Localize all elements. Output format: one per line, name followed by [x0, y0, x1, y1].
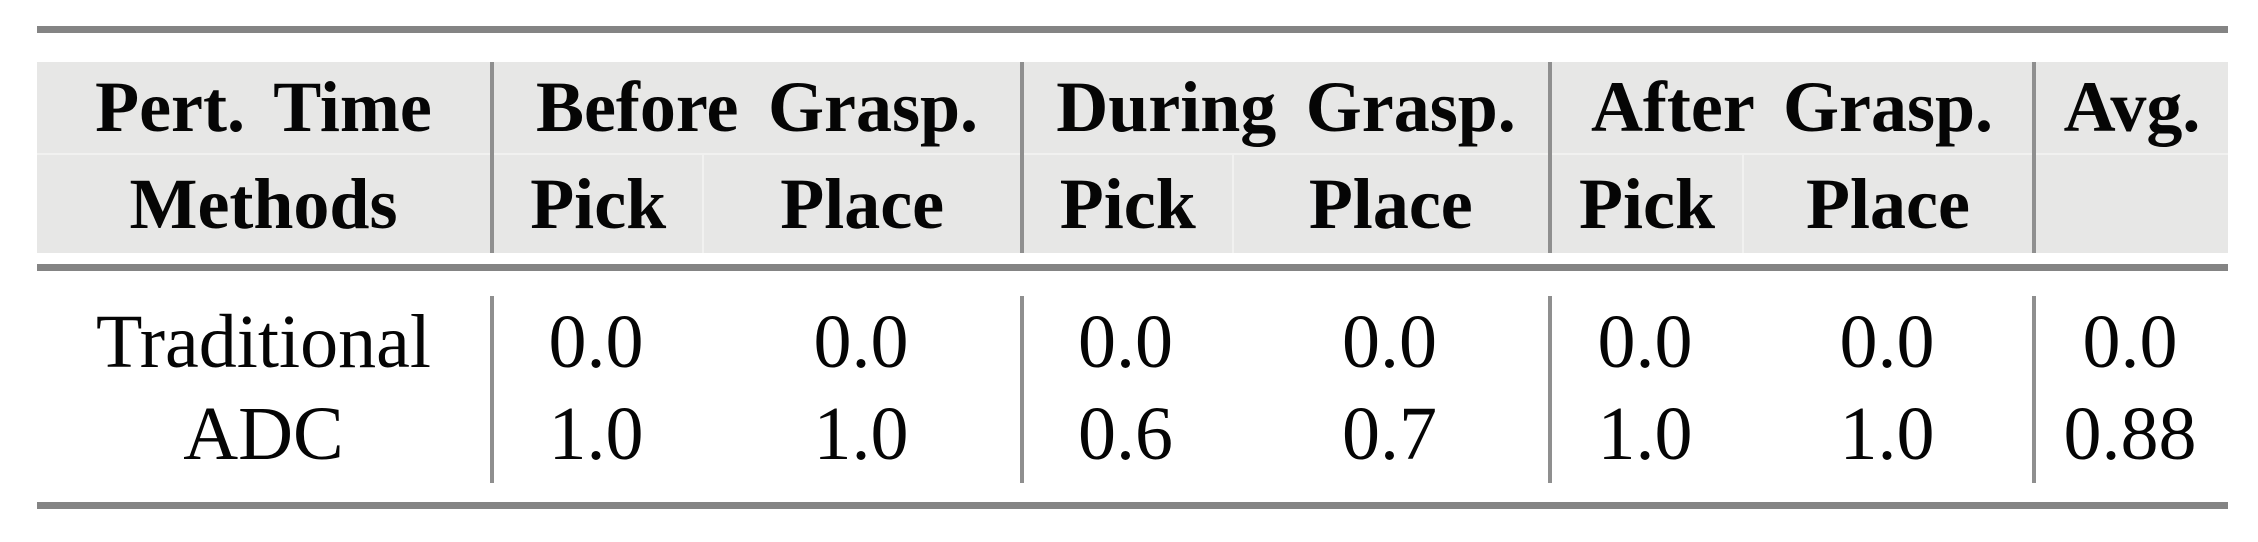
value-cell-after-place: 0.0 — [1839, 299, 1935, 384]
header-avg-label: Avg. — [2036, 62, 2228, 155]
value-cell-before-pick: 0.0 — [548, 299, 644, 384]
value-cell-during-pick: 0.0 — [1078, 299, 1173, 384]
header-after-pick: Pick — [1552, 155, 1744, 253]
header-after-grasp-label: After Grasp. — [1552, 62, 2032, 155]
value-cell-avg: 0.0 — [2082, 299, 2178, 384]
value-cell-during-place: 0.7 — [1342, 391, 1437, 476]
table-bottom-rule — [37, 502, 2228, 509]
table-top-rule — [37, 26, 2228, 33]
header-before-grasp-label: Before Grasp. — [494, 62, 1020, 155]
value-cell-before-pick: 1.0 — [548, 391, 644, 476]
value-cell-after-place: 1.0 — [1839, 391, 1935, 476]
header-during-place: Place — [1308, 163, 1473, 244]
header-col-methods: Pert. Time Methods — [37, 62, 490, 253]
table-row-traditional: Traditional 0.0 0.0 0.0 0.0 0.0 0.0 0.0 — [37, 296, 2228, 388]
value-cell-after-pick: 1.0 — [1597, 391, 1693, 476]
header-group-before-grasp: Before Grasp. Pick Place — [490, 62, 1020, 253]
header-group-during-grasp: During Grasp. Pick Place — [1020, 62, 1548, 253]
column-divider — [490, 296, 494, 483]
value-cell-during-place: 0.0 — [1342, 299, 1437, 384]
header-group-after-grasp: After Grasp. Pick Place — [1548, 62, 2032, 253]
column-divider — [1548, 296, 1552, 483]
value-cell-during-pick: 0.6 — [1078, 391, 1173, 476]
header-before-place: Place — [780, 163, 945, 244]
table-mid-rule — [37, 264, 2228, 271]
method-cell: ADC — [183, 391, 344, 476]
table-header: Pert. Time Methods Before Grasp. Pick Pl… — [37, 62, 2228, 253]
value-cell-avg: 0.88 — [2063, 391, 2197, 476]
table-row-adc: ADC 1.0 1.0 0.6 0.7 1.0 1.0 0.88 — [37, 388, 2228, 480]
header-methods: Methods — [129, 163, 398, 244]
value-cell-before-place: 1.0 — [813, 391, 909, 476]
header-during-pick: Pick — [1024, 155, 1234, 253]
header-pert-time: Pert. Time — [37, 62, 490, 155]
column-divider — [1020, 296, 1024, 483]
header-after-place: Place — [1806, 163, 1970, 244]
header-during-grasp-label: During Grasp. — [1024, 62, 1548, 155]
value-cell-after-pick: 0.0 — [1597, 299, 1693, 384]
value-cell-before-place: 0.0 — [813, 299, 909, 384]
header-col-avg: Avg. — [2032, 62, 2228, 253]
header-before-pick: Pick — [494, 155, 705, 253]
header-avg-empty — [2036, 155, 2228, 253]
method-cell: Traditional — [96, 299, 431, 384]
column-divider — [2032, 296, 2036, 483]
